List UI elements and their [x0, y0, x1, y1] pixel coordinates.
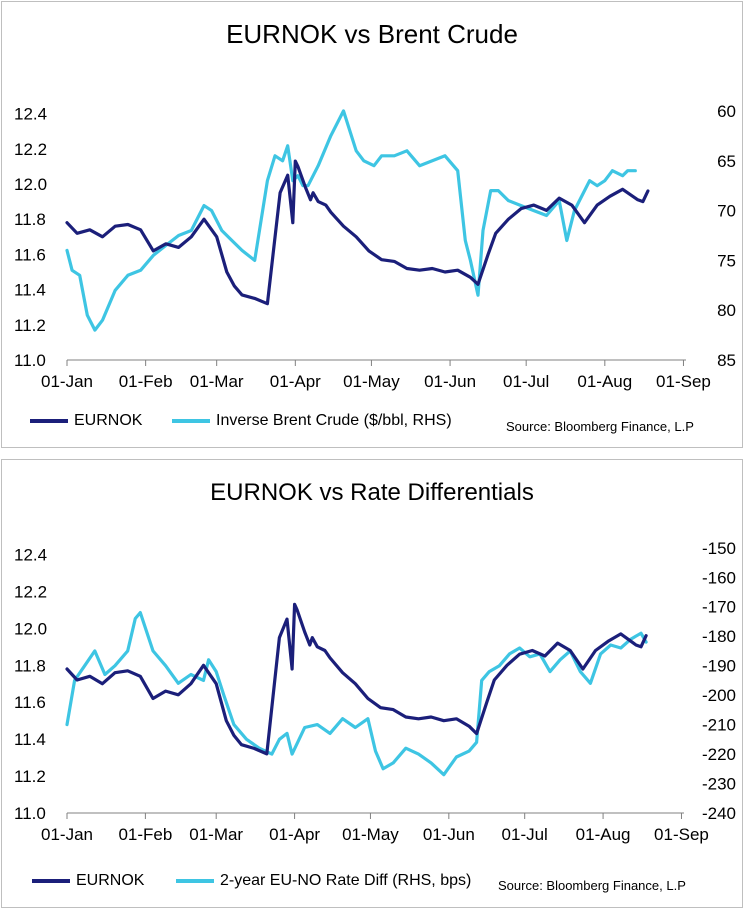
- x-tick-label: 01-Jun: [423, 825, 475, 844]
- y-left-tick-label: 11.8: [14, 656, 46, 675]
- x-tick-label: 01-Jan: [41, 825, 93, 844]
- x-tick-label: 01-May: [342, 825, 399, 844]
- y-left-tick-label: 12.0: [14, 175, 47, 194]
- x-tick-label: 01-Apr: [270, 372, 321, 391]
- legend-label: Inverse Brent Crude ($/bbl, RHS): [216, 412, 452, 429]
- chart-plot-rates: 01-Jan 01-Feb 01-Mar 01-Apr 01-May 01-Jun 01-J…: [14, 539, 736, 844]
- y-right-tick-label: -220: [702, 745, 736, 764]
- y-right-tick-label: -160: [702, 568, 736, 587]
- x-tick-label: 01-Apr: [269, 825, 320, 844]
- legend-swatch-rate-diff: [176, 879, 214, 883]
- x-tick-label: 01-Aug: [577, 372, 632, 391]
- x-tick-label: 01-Mar: [190, 372, 244, 391]
- y-right-tick-label: -240: [702, 804, 736, 823]
- y-right-tick-label: 75: [717, 251, 736, 270]
- y-right-tick-label: -170: [702, 598, 736, 617]
- legend-item-brent: Inverse Brent Crude ($/bbl, RHS): [172, 412, 452, 430]
- legend-label: 2-year EU-NO Rate Diff (RHS, bps): [220, 872, 472, 889]
- source-note: Source: Bloomberg Finance, L.P: [506, 419, 694, 434]
- chart-title: EURNOK vs Brent Crude: [226, 19, 518, 49]
- legend-item-eurnok: EURNOK: [30, 412, 142, 430]
- y-right-tick-label: 80: [717, 301, 736, 320]
- y-right-tick-label: -190: [702, 657, 736, 676]
- x-tick-label: 01-Feb: [119, 372, 173, 391]
- y-right-tick-label: -150: [702, 539, 736, 558]
- y-left-tick-label: 11.6: [14, 245, 46, 264]
- x-tick-label: 01-Aug: [576, 825, 631, 844]
- y-left-tick-label: 11.0: [14, 351, 46, 370]
- legend-swatch-eurnok: [32, 879, 70, 883]
- legend-label: EURNOK: [74, 412, 143, 429]
- chart-panel-rates: EURNOK vs Rate Differentials 01-Jan 01-Fe…: [1, 459, 743, 908]
- x-tick-label: 01-Sep: [656, 372, 711, 391]
- series-line-secondary: [65, 109, 637, 332]
- y-right-tick-label: 70: [717, 202, 736, 221]
- y-left-tick-label: 11.2: [14, 316, 46, 335]
- x-tick-label: 01-Sep: [654, 825, 709, 844]
- legend-swatch-eurnok: [30, 419, 68, 423]
- chart-title: EURNOK vs Rate Differentials: [210, 479, 534, 506]
- x-tick-label: 01-Jan: [41, 372, 93, 391]
- y-right-tick-label: 60: [717, 102, 736, 121]
- y-right-tick-label: -200: [702, 686, 736, 705]
- chart-plot-brent: 01-Jan 01-Feb 01-Mar 01-Apr 01-May 01-Jun 01-J…: [14, 102, 736, 391]
- x-tick-label: 01-Jul: [502, 825, 548, 844]
- y-right-tick-label: 65: [717, 152, 736, 171]
- x-tick-label: 01-Feb: [118, 825, 172, 844]
- y-left-tick-label: 12.2: [14, 140, 47, 159]
- y-right-tick-label: 85: [717, 351, 736, 370]
- y-left-tick-label: 11.4: [14, 281, 46, 300]
- series-line-secondary: [65, 611, 648, 777]
- legend-item-eurnok: EURNOK: [32, 872, 144, 890]
- source-note: Source: Bloomberg Finance, L.P: [498, 878, 686, 893]
- x-tick-label: 01-Mar: [189, 825, 243, 844]
- legend-item-rate-diff: 2-year EU-NO Rate Diff (RHS, bps): [176, 872, 471, 890]
- y-right-tick-label: -180: [702, 627, 736, 646]
- legend-swatch-brent: [172, 419, 210, 423]
- y-left-tick-label: 11.2: [14, 767, 46, 786]
- chart-panel-brent: EURNOK vs Brent Crude 01-Jan 01-Feb 01-Mar…: [1, 1, 743, 448]
- y-left-tick-label: 12.4: [14, 545, 47, 564]
- y-left-tick-label: 12.4: [14, 105, 47, 124]
- y-left-tick-label: 12.2: [14, 582, 47, 601]
- series-line-eurnok: [65, 602, 648, 756]
- x-tick-label: 01-Jun: [424, 372, 476, 391]
- y-left-tick-label: 11.4: [14, 730, 46, 749]
- legend-label: EURNOK: [76, 872, 145, 889]
- x-tick-label: 01-May: [343, 372, 400, 391]
- y-left-tick-label: 11.6: [14, 693, 46, 712]
- y-right-tick-label: -230: [702, 775, 736, 794]
- x-tick-label: 01-Jul: [503, 372, 549, 391]
- y-left-tick-label: 11.0: [14, 804, 46, 823]
- series-line-eurnok: [65, 159, 650, 306]
- y-left-tick-label: 12.0: [14, 619, 47, 638]
- y-right-tick-label: -210: [702, 716, 736, 735]
- y-left-tick-label: 11.8: [14, 210, 46, 229]
